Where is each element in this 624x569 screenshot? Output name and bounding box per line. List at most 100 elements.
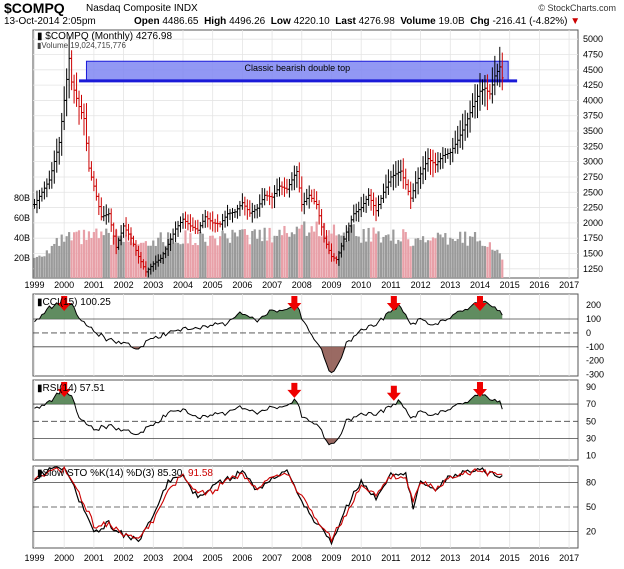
volume-bar xyxy=(246,234,249,278)
price-tick-label: 4250 xyxy=(583,80,603,90)
volume-bar xyxy=(268,227,271,278)
volume-bar xyxy=(444,233,447,278)
volume-bar xyxy=(124,235,128,278)
rsi-tick-label: 70 xyxy=(586,399,596,409)
volume-bar xyxy=(491,249,494,278)
volume-value: 19.0B xyxy=(438,16,465,27)
rsi-legend: ▮RSI(14) 57.51 xyxy=(37,383,105,394)
volume-bar xyxy=(92,232,95,278)
volume-bar xyxy=(434,238,437,278)
volume-bar xyxy=(223,233,227,278)
volume-bar xyxy=(298,228,301,278)
volume-bar xyxy=(43,256,46,278)
price-x-label: 2002 xyxy=(114,280,134,290)
volume-bar xyxy=(270,242,274,278)
volume-bar xyxy=(233,232,237,278)
volume-bar xyxy=(382,236,385,278)
volume-bar xyxy=(147,245,150,278)
panel-frame-cci xyxy=(32,293,579,377)
volume-bar xyxy=(372,227,375,278)
volume-bar xyxy=(451,238,454,278)
volume-bar xyxy=(75,231,78,278)
volume-bar xyxy=(134,245,138,278)
volume-bar xyxy=(404,232,407,278)
volume-bar xyxy=(58,245,61,278)
volume-bar xyxy=(186,243,190,278)
volume-bar xyxy=(466,245,469,278)
volume-bar xyxy=(293,234,296,278)
price-tick-label: 4000 xyxy=(583,95,603,105)
price-x-label: 2008 xyxy=(292,280,312,290)
volume-bar xyxy=(283,225,286,278)
volume-bar xyxy=(357,236,360,278)
sto-x-label: 2010 xyxy=(351,553,371,563)
volume-bar xyxy=(488,242,491,278)
volume-bar xyxy=(342,232,345,278)
volume-bar xyxy=(360,242,363,278)
sto-line-d xyxy=(34,465,503,543)
price-x-label: 2006 xyxy=(232,280,252,290)
index-name: Nasdaq Composite INDX xyxy=(86,3,198,14)
volume-bar xyxy=(429,240,432,278)
volume-bar xyxy=(454,241,457,278)
volume-bar xyxy=(308,232,311,278)
volume-bar xyxy=(127,241,130,278)
volume-bar xyxy=(132,242,135,278)
volume-bar xyxy=(456,239,459,278)
sto-x-label: 2016 xyxy=(529,553,549,563)
volume-bar xyxy=(194,242,197,278)
price-tick-label: 3000 xyxy=(583,157,603,167)
double-top-annotation: Classic bearish double top xyxy=(245,63,351,73)
volume-bar xyxy=(295,226,298,278)
cci-tick-label: -300 xyxy=(586,370,604,380)
volume-bar xyxy=(318,236,321,278)
cci-legend: ▮CCI(15) 100.25 xyxy=(37,297,111,308)
volume-bar xyxy=(226,238,229,278)
volume-bar xyxy=(38,255,41,278)
price-x-label: 2009 xyxy=(321,280,341,290)
sto-x-label: 2000 xyxy=(54,553,74,563)
rsi-peak-arrow-icon xyxy=(386,385,401,401)
volume-bar xyxy=(379,242,383,278)
volume-bar xyxy=(102,235,105,278)
volume-bar xyxy=(362,229,365,278)
price-tick-label: 2000 xyxy=(583,218,603,228)
volume-bar xyxy=(285,233,289,278)
volume-bar xyxy=(377,231,380,278)
volume-bar xyxy=(216,245,219,278)
price-x-label: 2010 xyxy=(351,280,371,290)
volume-bar xyxy=(33,257,36,278)
volume-bar xyxy=(431,237,435,278)
sto-x-label: 2008 xyxy=(292,553,312,563)
high-label: High xyxy=(204,16,227,27)
sto-tick-label: 80 xyxy=(586,477,596,487)
volume-bar xyxy=(350,225,353,278)
volume-bar xyxy=(152,240,155,278)
volume-bar xyxy=(112,235,115,278)
volume-bar xyxy=(214,238,217,278)
volume-tick-label: 20B xyxy=(14,253,30,263)
volume-bar xyxy=(290,232,293,278)
volume-bar xyxy=(95,228,98,278)
cci-tick-label: 0 xyxy=(586,328,591,338)
cci-tick-label: -200 xyxy=(586,356,604,366)
price-tick-label: 4500 xyxy=(583,65,603,75)
stockcharts-brand[interactable]: © StockCharts.com xyxy=(538,3,616,13)
volume-bar xyxy=(87,231,91,278)
volume-bar xyxy=(50,245,53,278)
volume-bar xyxy=(468,236,472,278)
volume-bar xyxy=(184,230,187,278)
volume-bar xyxy=(389,240,392,278)
volume-bar xyxy=(179,244,182,278)
volume-bar xyxy=(441,237,444,278)
volume-bar xyxy=(144,241,147,278)
sto-x-label: 2012 xyxy=(411,553,431,563)
volume-bar xyxy=(496,249,499,278)
cci-overbought-area xyxy=(34,297,503,320)
price-x-label: 2011 xyxy=(381,280,400,290)
volume-bar xyxy=(320,236,323,278)
sto-x-label: 2015 xyxy=(500,553,520,563)
price-legend: ▮ $COMPQ (Monthly) 4276.98 xyxy=(37,31,172,42)
sto-x-label: 2005 xyxy=(203,553,223,563)
volume-bar xyxy=(40,256,44,278)
